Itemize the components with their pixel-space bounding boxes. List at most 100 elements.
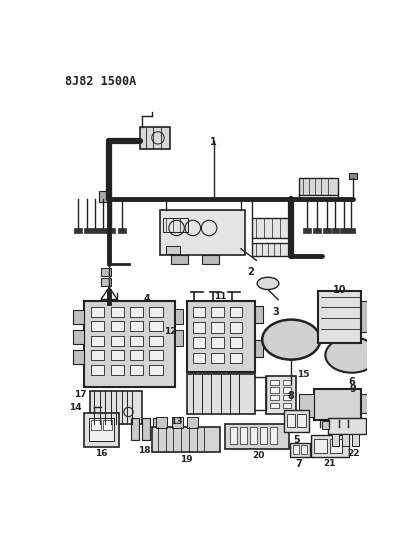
FancyBboxPatch shape bbox=[166, 246, 180, 254]
FancyBboxPatch shape bbox=[260, 427, 267, 445]
FancyBboxPatch shape bbox=[99, 191, 111, 202]
Text: 13: 13 bbox=[170, 417, 183, 426]
Text: 3: 3 bbox=[273, 306, 279, 317]
FancyBboxPatch shape bbox=[211, 337, 224, 348]
FancyBboxPatch shape bbox=[361, 301, 367, 332]
Text: 11: 11 bbox=[214, 292, 226, 301]
FancyBboxPatch shape bbox=[230, 427, 237, 445]
FancyBboxPatch shape bbox=[186, 374, 255, 414]
FancyBboxPatch shape bbox=[230, 353, 242, 364]
FancyBboxPatch shape bbox=[284, 410, 309, 432]
FancyBboxPatch shape bbox=[186, 301, 255, 372]
FancyBboxPatch shape bbox=[211, 322, 224, 333]
FancyBboxPatch shape bbox=[130, 350, 143, 360]
FancyBboxPatch shape bbox=[111, 350, 124, 360]
FancyBboxPatch shape bbox=[175, 330, 183, 346]
FancyBboxPatch shape bbox=[193, 322, 205, 333]
FancyBboxPatch shape bbox=[187, 417, 198, 428]
FancyBboxPatch shape bbox=[230, 306, 242, 317]
FancyBboxPatch shape bbox=[318, 291, 361, 343]
FancyBboxPatch shape bbox=[140, 127, 170, 149]
Text: 9: 9 bbox=[349, 384, 356, 393]
FancyBboxPatch shape bbox=[90, 391, 142, 424]
FancyBboxPatch shape bbox=[230, 337, 242, 348]
FancyBboxPatch shape bbox=[91, 228, 99, 233]
Text: 20: 20 bbox=[253, 451, 265, 461]
FancyBboxPatch shape bbox=[172, 417, 183, 428]
FancyBboxPatch shape bbox=[328, 418, 366, 433]
FancyBboxPatch shape bbox=[193, 337, 205, 348]
Text: 8J82 1500A: 8J82 1500A bbox=[65, 75, 136, 88]
FancyBboxPatch shape bbox=[361, 393, 367, 413]
FancyBboxPatch shape bbox=[332, 228, 339, 233]
FancyBboxPatch shape bbox=[293, 445, 299, 454]
FancyBboxPatch shape bbox=[253, 243, 291, 256]
FancyBboxPatch shape bbox=[225, 424, 289, 449]
FancyBboxPatch shape bbox=[149, 365, 163, 375]
Text: 17: 17 bbox=[74, 391, 87, 399]
FancyBboxPatch shape bbox=[323, 228, 331, 233]
FancyBboxPatch shape bbox=[99, 228, 107, 233]
FancyBboxPatch shape bbox=[193, 306, 205, 317]
FancyBboxPatch shape bbox=[347, 228, 355, 233]
Text: 10: 10 bbox=[333, 285, 346, 295]
FancyBboxPatch shape bbox=[299, 178, 338, 195]
FancyBboxPatch shape bbox=[271, 427, 277, 445]
FancyBboxPatch shape bbox=[271, 403, 279, 408]
FancyBboxPatch shape bbox=[89, 418, 114, 441]
FancyBboxPatch shape bbox=[153, 418, 161, 440]
FancyBboxPatch shape bbox=[255, 340, 263, 357]
FancyBboxPatch shape bbox=[271, 395, 279, 400]
FancyBboxPatch shape bbox=[101, 268, 111, 276]
FancyBboxPatch shape bbox=[91, 321, 104, 331]
FancyBboxPatch shape bbox=[283, 403, 291, 408]
FancyBboxPatch shape bbox=[74, 228, 82, 233]
Text: 12: 12 bbox=[164, 327, 177, 336]
FancyBboxPatch shape bbox=[313, 228, 321, 233]
FancyBboxPatch shape bbox=[341, 433, 349, 446]
FancyBboxPatch shape bbox=[130, 365, 143, 375]
FancyBboxPatch shape bbox=[250, 427, 257, 445]
FancyBboxPatch shape bbox=[149, 306, 163, 317]
Text: 15: 15 bbox=[297, 370, 310, 379]
FancyBboxPatch shape bbox=[310, 435, 349, 457]
Text: 18: 18 bbox=[138, 446, 150, 455]
FancyBboxPatch shape bbox=[211, 353, 224, 364]
FancyBboxPatch shape bbox=[91, 421, 101, 430]
FancyBboxPatch shape bbox=[286, 414, 295, 427]
FancyBboxPatch shape bbox=[91, 365, 104, 375]
Text: 4: 4 bbox=[144, 294, 151, 304]
FancyBboxPatch shape bbox=[301, 445, 307, 454]
FancyBboxPatch shape bbox=[91, 306, 104, 317]
FancyBboxPatch shape bbox=[315, 439, 327, 453]
FancyBboxPatch shape bbox=[149, 350, 163, 360]
FancyBboxPatch shape bbox=[332, 433, 339, 446]
Text: 22: 22 bbox=[347, 449, 359, 458]
FancyBboxPatch shape bbox=[73, 330, 84, 344]
FancyBboxPatch shape bbox=[84, 413, 119, 447]
Ellipse shape bbox=[325, 337, 378, 373]
FancyBboxPatch shape bbox=[299, 393, 315, 417]
FancyBboxPatch shape bbox=[130, 321, 143, 331]
Text: 16: 16 bbox=[95, 449, 108, 458]
FancyBboxPatch shape bbox=[91, 336, 104, 346]
FancyBboxPatch shape bbox=[290, 443, 310, 457]
FancyBboxPatch shape bbox=[111, 336, 124, 346]
FancyBboxPatch shape bbox=[118, 228, 126, 233]
FancyBboxPatch shape bbox=[84, 228, 91, 233]
FancyBboxPatch shape bbox=[111, 306, 124, 317]
FancyBboxPatch shape bbox=[84, 301, 175, 387]
Text: 7: 7 bbox=[296, 459, 302, 469]
FancyBboxPatch shape bbox=[322, 421, 329, 429]
Text: 5: 5 bbox=[293, 435, 300, 445]
FancyBboxPatch shape bbox=[352, 433, 359, 446]
Text: 2: 2 bbox=[248, 267, 254, 277]
FancyBboxPatch shape bbox=[130, 306, 143, 317]
Text: 1: 1 bbox=[211, 137, 217, 147]
FancyBboxPatch shape bbox=[175, 309, 183, 324]
FancyBboxPatch shape bbox=[111, 321, 124, 331]
Text: 8: 8 bbox=[288, 391, 295, 401]
FancyBboxPatch shape bbox=[266, 376, 296, 414]
FancyBboxPatch shape bbox=[160, 210, 245, 255]
FancyBboxPatch shape bbox=[255, 306, 263, 322]
